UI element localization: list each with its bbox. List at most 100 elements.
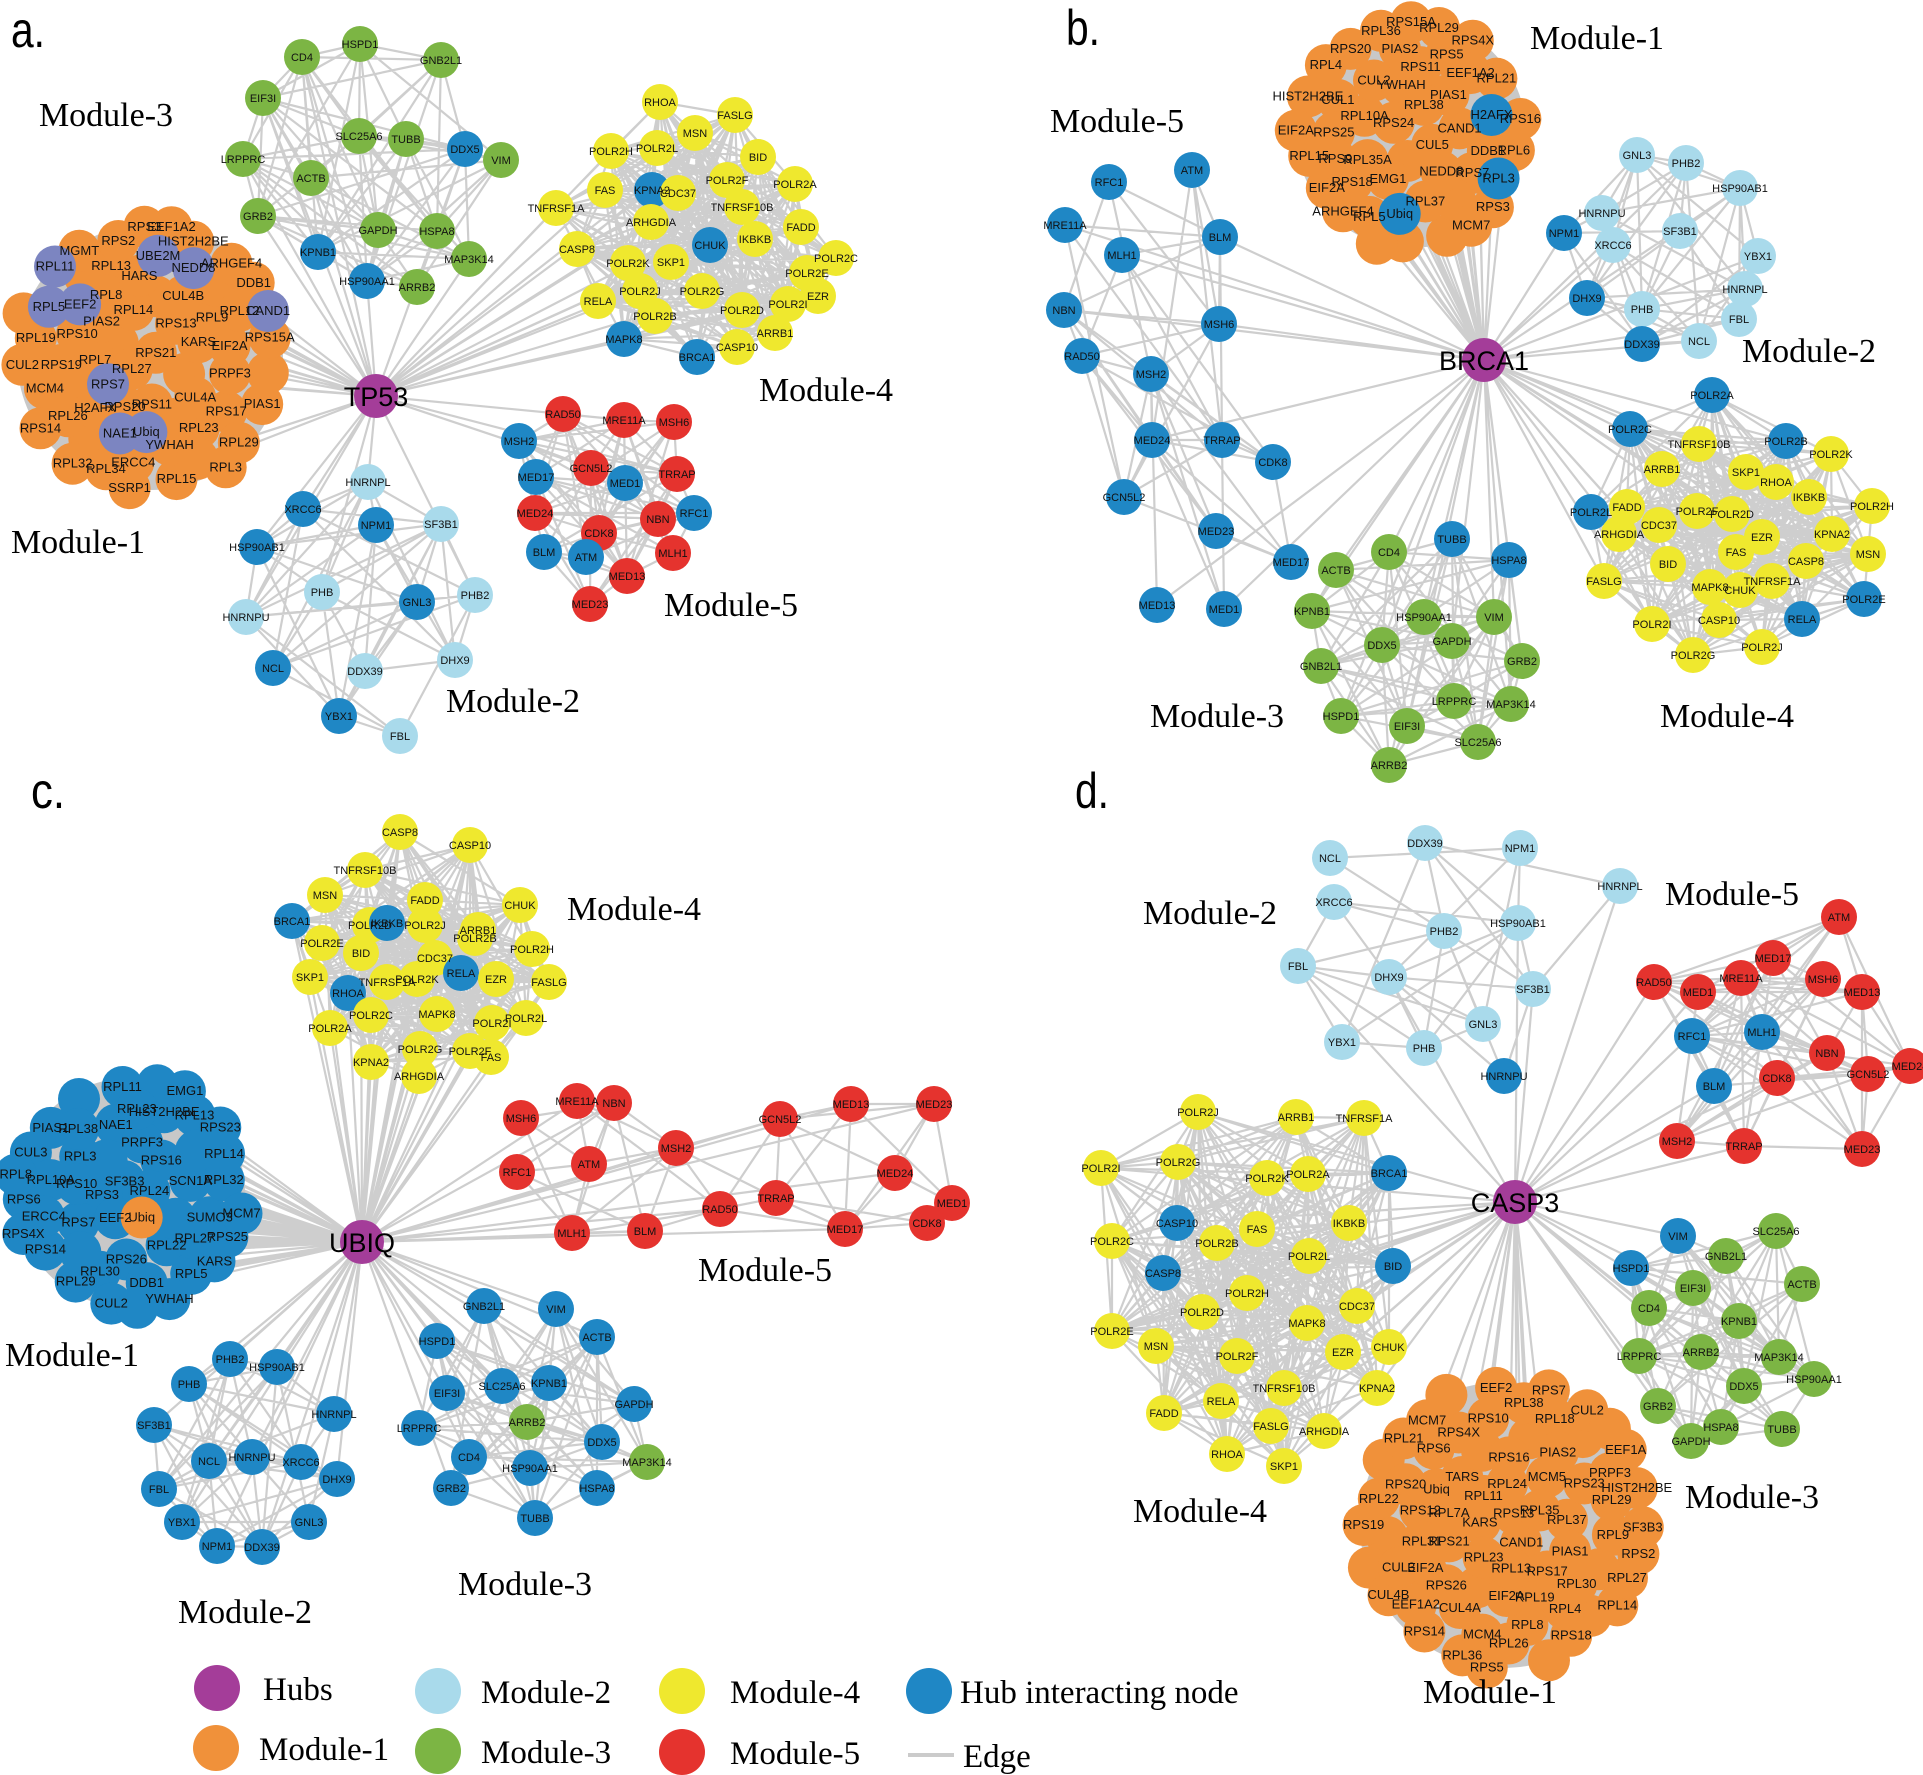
- svg-text:MCM7: MCM7: [1408, 1412, 1446, 1427]
- svg-text:EIF3I: EIF3I: [250, 93, 276, 105]
- svg-text:RPL13: RPL13: [91, 258, 131, 273]
- svg-text:c.: c.: [31, 763, 65, 819]
- svg-text:FADD: FADD: [410, 895, 439, 907]
- svg-text:Module-1: Module-1: [1423, 1674, 1557, 1711]
- svg-text:RPS24: RPS24: [1373, 115, 1414, 130]
- svg-text:RPS5: RPS5: [1430, 47, 1464, 62]
- svg-text:ARHGDIA: ARHGDIA: [626, 217, 677, 229]
- svg-text:Module-2: Module-2: [1143, 895, 1277, 932]
- svg-text:IKBKB: IKBKB: [371, 918, 403, 930]
- svg-text:Ubiq: Ubiq: [1386, 206, 1413, 221]
- svg-text:RPS9: RPS9: [1318, 151, 1352, 166]
- svg-text:VIM: VIM: [546, 1304, 566, 1316]
- svg-text:Module-2: Module-2: [1742, 333, 1876, 370]
- svg-text:POLR2H: POLR2H: [510, 944, 554, 956]
- svg-text:MED13: MED13: [1844, 987, 1881, 999]
- svg-text:MAPK8: MAPK8: [605, 334, 642, 346]
- svg-text:RPS5: RPS5: [1470, 1660, 1504, 1675]
- svg-text:POLR2D: POLR2D: [720, 305, 764, 317]
- svg-text:KPNB1: KPNB1: [300, 247, 336, 259]
- svg-text:RPS25: RPS25: [1313, 125, 1354, 140]
- svg-text:RPS4X: RPS4X: [2, 1226, 45, 1241]
- svg-text:ARHGDIA: ARHGDIA: [1299, 1426, 1350, 1438]
- svg-text:NCL: NCL: [1688, 336, 1710, 348]
- svg-text:RPL5: RPL5: [1353, 209, 1386, 224]
- svg-text:POLR2A: POLR2A: [1690, 390, 1734, 402]
- svg-text:RPL12: RPL12: [220, 303, 260, 318]
- svg-text:POLR2J: POLR2J: [1177, 1107, 1219, 1119]
- svg-text:RPS10: RPS10: [56, 326, 97, 341]
- svg-text:FASLG: FASLG: [531, 977, 566, 989]
- svg-text:RPL7A: RPL7A: [1428, 1505, 1470, 1520]
- svg-text:BLM: BLM: [1209, 232, 1232, 244]
- svg-text:NBN: NBN: [602, 1098, 625, 1110]
- svg-text:GCN5L2: GCN5L2: [759, 1114, 802, 1126]
- svg-text:POLR2H: POLR2H: [1225, 1288, 1269, 1300]
- svg-text:ACTB: ACTB: [582, 1332, 611, 1344]
- svg-text:MED23: MED23: [1198, 526, 1235, 538]
- svg-text:HSPD1: HSPD1: [1613, 1263, 1650, 1275]
- svg-text:CHUK: CHUK: [504, 900, 536, 912]
- svg-text:EZR: EZR: [807, 291, 829, 303]
- svg-text:ARRB2: ARRB2: [1683, 1347, 1720, 1359]
- svg-text:CHUK: CHUK: [1373, 1342, 1405, 1354]
- svg-text:RPS4X: RPS4X: [1451, 33, 1494, 48]
- svg-text:TNFRSF10B: TNFRSF10B: [1668, 439, 1731, 451]
- svg-text:CAND1: CAND1: [1499, 1534, 1543, 1549]
- svg-text:FAS: FAS: [1247, 1224, 1268, 1236]
- svg-text:HSPA8: HSPA8: [1491, 555, 1526, 567]
- svg-text:POLR2K: POLR2K: [1809, 449, 1853, 461]
- svg-text:Module-5: Module-5: [1665, 876, 1799, 913]
- svg-text:BLM: BLM: [533, 547, 556, 559]
- svg-text:MED17: MED17: [518, 472, 555, 484]
- svg-text:CASP8: CASP8: [1145, 1268, 1181, 1280]
- svg-text:GNB2L1: GNB2L1: [420, 55, 462, 67]
- svg-text:POLR2E: POLR2E: [300, 938, 343, 950]
- svg-text:EEF1A2: EEF1A2: [1392, 1597, 1440, 1612]
- svg-text:BID: BID: [1659, 559, 1677, 571]
- svg-text:GCN5L2: GCN5L2: [1847, 1069, 1890, 1081]
- svg-text:MED1: MED1: [937, 1198, 968, 1210]
- svg-text:BRCA1: BRCA1: [1371, 1168, 1408, 1180]
- svg-text:RPS3: RPS3: [1476, 199, 1510, 214]
- svg-text:EZR: EZR: [1751, 532, 1773, 544]
- svg-text:NPM1: NPM1: [202, 1541, 233, 1553]
- svg-text:POLR2A: POLR2A: [1286, 1169, 1330, 1181]
- svg-text:POLR2L: POLR2L: [1570, 507, 1612, 519]
- svg-text:FBL: FBL: [149, 1484, 169, 1496]
- svg-text:PHB: PHB: [311, 587, 334, 599]
- svg-text:EIF3I: EIF3I: [1680, 1283, 1706, 1295]
- svg-text:POLR2L: POLR2L: [1288, 1251, 1330, 1263]
- svg-text:TP53: TP53: [344, 382, 409, 412]
- svg-text:RPS21: RPS21: [1428, 1533, 1469, 1548]
- svg-text:Module-3: Module-3: [1150, 698, 1284, 735]
- svg-text:POLR2F: POLR2F: [449, 1046, 492, 1058]
- svg-text:RPL37: RPL37: [1547, 1512, 1587, 1527]
- svg-text:TUBB: TUBB: [520, 1513, 549, 1525]
- svg-text:RPL23: RPL23: [1464, 1550, 1504, 1565]
- svg-text:HIST2H2BE: HIST2H2BE: [1272, 89, 1343, 104]
- svg-text:SKP1: SKP1: [1732, 467, 1760, 479]
- svg-text:RAD50: RAD50: [545, 409, 580, 421]
- svg-text:CUL2: CUL2: [95, 1296, 128, 1311]
- svg-text:ARRB1: ARRB1: [1644, 464, 1681, 476]
- svg-text:Module-1: Module-1: [1530, 20, 1664, 57]
- svg-text:HNRNPU: HNRNPU: [1578, 208, 1625, 220]
- svg-text:POLR2E: POLR2E: [1842, 594, 1885, 606]
- svg-text:MED13: MED13: [833, 1099, 870, 1111]
- svg-text:MAPK8: MAPK8: [1288, 1318, 1325, 1330]
- svg-text:Module-2: Module-2: [178, 1594, 312, 1631]
- svg-text:HIST2H2BE: HIST2H2BE: [1601, 1480, 1672, 1495]
- svg-text:BID: BID: [749, 152, 767, 164]
- svg-text:TRRAP: TRRAP: [757, 1193, 794, 1205]
- svg-text:YBX1: YBX1: [168, 1517, 196, 1529]
- svg-text:HNRNPL: HNRNPL: [1722, 284, 1767, 296]
- svg-text:PRPF3: PRPF3: [121, 1134, 163, 1149]
- svg-text:BRCA1: BRCA1: [1439, 346, 1529, 376]
- svg-text:MCM7: MCM7: [222, 1206, 260, 1221]
- svg-text:HSP90AA1: HSP90AA1: [502, 1463, 558, 1475]
- svg-text:Module-2: Module-2: [481, 1675, 611, 1711]
- svg-text:GNL3: GNL3: [1623, 150, 1652, 162]
- svg-text:MED17: MED17: [1755, 953, 1792, 965]
- svg-text:IKBKB: IKBKB: [1793, 492, 1825, 504]
